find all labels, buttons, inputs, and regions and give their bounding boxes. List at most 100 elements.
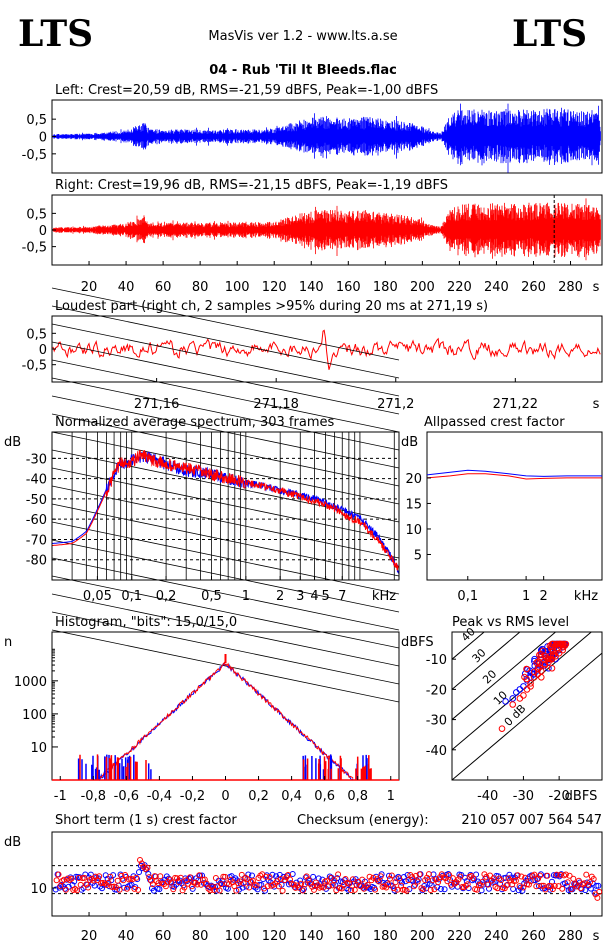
right-waveform-xtick-label: 80 bbox=[192, 280, 209, 295]
histogram-ytick-label: 1000 bbox=[14, 675, 47, 690]
loudest-part-frame bbox=[52, 316, 602, 382]
short-term-crest-point-1 bbox=[78, 882, 83, 887]
histogram-xtick-label: -1 bbox=[54, 789, 67, 804]
right-waveform-xtick-label: 120 bbox=[262, 280, 287, 295]
peak-rms-crest-label: 20 bbox=[480, 667, 499, 686]
histogram-ylabel: n bbox=[4, 635, 12, 650]
allpass-crest-xtick-label: 2 bbox=[540, 589, 548, 604]
spectrum-xtick-label: 0,1 bbox=[121, 589, 142, 604]
left-waveform-ytick-label: -0,5 bbox=[22, 148, 47, 163]
short-term-crest-xtick-label: 260 bbox=[521, 929, 546, 944]
short-term-crest-point-1 bbox=[352, 887, 357, 892]
allpass-crest-frame bbox=[427, 432, 602, 580]
spectrum-xunit: kHz bbox=[372, 589, 396, 604]
right-waveform-xtick-label: 60 bbox=[155, 280, 172, 295]
short-term-crest-ylabel: dB bbox=[4, 835, 21, 850]
spectrum-xtick-label: 1 bbox=[242, 589, 250, 604]
peak-rms-point-0 bbox=[517, 687, 523, 693]
peak-rms-crest-label: 30 bbox=[470, 646, 489, 665]
short-term-crest-xtick-label: 140 bbox=[299, 929, 324, 944]
short-term-crest-xtick-label: 160 bbox=[336, 929, 361, 944]
spectrum-ytick-label: -50 bbox=[26, 493, 47, 508]
right-waveform-xtick-label: 20 bbox=[81, 280, 98, 295]
allpass-crest-title: Allpassed crest factor bbox=[424, 415, 565, 430]
loudest-part-xtick-label: 271,2 bbox=[377, 397, 414, 412]
histogram-xtick-label: 0,8 bbox=[347, 789, 368, 804]
right-waveform-waveform bbox=[53, 198, 601, 260]
peak-rms-point-1 bbox=[517, 696, 523, 702]
spectrum-ylabel: dB bbox=[4, 435, 21, 450]
histogram-ytick-label: 100 bbox=[22, 708, 47, 723]
peak-rms-point-1 bbox=[549, 665, 555, 671]
short-term-crest-xtick-label: 100 bbox=[225, 929, 250, 944]
peak-rms-point-0 bbox=[513, 690, 519, 696]
peak-rms-xunit: dBFS bbox=[565, 789, 598, 804]
right-waveform-xtick-label: 200 bbox=[410, 280, 435, 295]
short-term-crest-ytick-label: 10 bbox=[30, 882, 47, 897]
logo-left: LTS bbox=[18, 13, 93, 55]
spectrum-slope-line bbox=[52, 342, 399, 414]
short-term-crest-point-1 bbox=[54, 878, 59, 883]
peak-rms-ytick-label: -20 bbox=[426, 683, 447, 698]
peak-rms-ytick-label: -40 bbox=[426, 744, 447, 759]
spectrum-xtick-label: 0,2 bbox=[156, 589, 177, 604]
peak-rms-point-1 bbox=[524, 687, 530, 693]
short-term-checksum-label: Checksum (energy): bbox=[297, 813, 429, 828]
histogram-xtick-label: -0,2 bbox=[180, 789, 205, 804]
short-term-checksum-value: 210 057 007 564 547 bbox=[461, 813, 602, 828]
short-term-crest-xunit: s bbox=[593, 929, 600, 944]
right-waveform-xtick-label: 100 bbox=[225, 280, 250, 295]
short-term-crest-point-1 bbox=[115, 878, 120, 883]
short-term-crest-xtick-label: 220 bbox=[447, 929, 472, 944]
short-term-crest-xtick-label: 200 bbox=[410, 929, 435, 944]
left-waveform-ytick-label: 0 bbox=[39, 131, 47, 146]
peak-rms-point-1 bbox=[510, 702, 516, 708]
short-term-crest-xtick-label: 20 bbox=[81, 929, 98, 944]
right-waveform-xunit: s bbox=[593, 280, 600, 295]
allpass-crest-xtick-label: 1 bbox=[522, 589, 530, 604]
left-waveform-title: Left: Crest=20,59 dB, RMS=-21,59 dBFS, P… bbox=[55, 83, 438, 98]
spectrum-slope-line bbox=[52, 324, 399, 396]
histogram-xtick-label: -0,6 bbox=[114, 789, 139, 804]
masvis-report: LTS LTS MasVis ver 1.2 - www.lts.a.se 0 4… bbox=[0, 0, 606, 946]
spectrum-ytick-label: -30 bbox=[26, 452, 47, 467]
peak-rms-point-0 bbox=[521, 684, 527, 690]
histogram-xtick-label: 1 bbox=[387, 789, 395, 804]
spectrum-slope-line bbox=[52, 576, 399, 648]
peak-rms-crest-label: 10 bbox=[491, 689, 510, 708]
spectrum-ytick-label: -60 bbox=[26, 513, 47, 528]
spectrum-ytick-label: -40 bbox=[26, 473, 47, 488]
peak-rms-ytick-label: -30 bbox=[426, 714, 447, 729]
app-title: MasVis ver 1.2 - www.lts.a.se bbox=[208, 29, 397, 44]
short-term-crest-xtick-label: 240 bbox=[484, 929, 509, 944]
allpass-crest-ylabel: dB bbox=[401, 435, 418, 450]
loudest-part-ytick-label: -0,5 bbox=[22, 359, 47, 374]
histogram-xtick-label: 0,4 bbox=[281, 789, 302, 804]
peak-rms-ytick-label: -10 bbox=[426, 653, 447, 668]
spectrum-xtick-label: 4 bbox=[310, 589, 318, 604]
spectrum-series-0 bbox=[52, 451, 399, 573]
right-waveform-xtick-label: 140 bbox=[299, 280, 324, 295]
short-term-crest-point-0 bbox=[442, 887, 447, 892]
spectrum-xtick-label: 2 bbox=[276, 589, 284, 604]
logo-right: LTS bbox=[512, 13, 587, 55]
loudest-part-xtick-label: 271,22 bbox=[493, 397, 539, 412]
right-waveform-xtick-label: 40 bbox=[118, 280, 135, 295]
right-waveform-xtick-label: 260 bbox=[521, 280, 546, 295]
histogram-xtick-label: -0,4 bbox=[147, 789, 172, 804]
right-waveform-xtick-label: 220 bbox=[447, 280, 472, 295]
peak-rms-point-1 bbox=[538, 675, 544, 681]
loudest-part-line bbox=[53, 330, 600, 369]
loudest-part-title: Loudest part (right ch, 2 samples >95% d… bbox=[55, 299, 488, 314]
histogram-xtick-label: 0 bbox=[221, 789, 229, 804]
spectrum-ytick-label: -70 bbox=[26, 533, 47, 548]
right-waveform-xtick-label: 160 bbox=[336, 280, 361, 295]
left-waveform-ytick-label: 0,5 bbox=[26, 113, 47, 128]
short-term-crest-xtick-label: 80 bbox=[192, 929, 209, 944]
right-waveform-title: Right: Crest=19,96 dB, RMS=-21,15 dBFS, … bbox=[55, 178, 448, 193]
short-term-crest-point-1 bbox=[412, 884, 417, 889]
short-term-crest-point-1 bbox=[280, 888, 285, 893]
right-waveform-ytick-label: -0,5 bbox=[22, 241, 47, 256]
peak-rms-xtick-label: -40 bbox=[477, 789, 498, 804]
short-term-crest-xtick-label: 180 bbox=[373, 929, 398, 944]
